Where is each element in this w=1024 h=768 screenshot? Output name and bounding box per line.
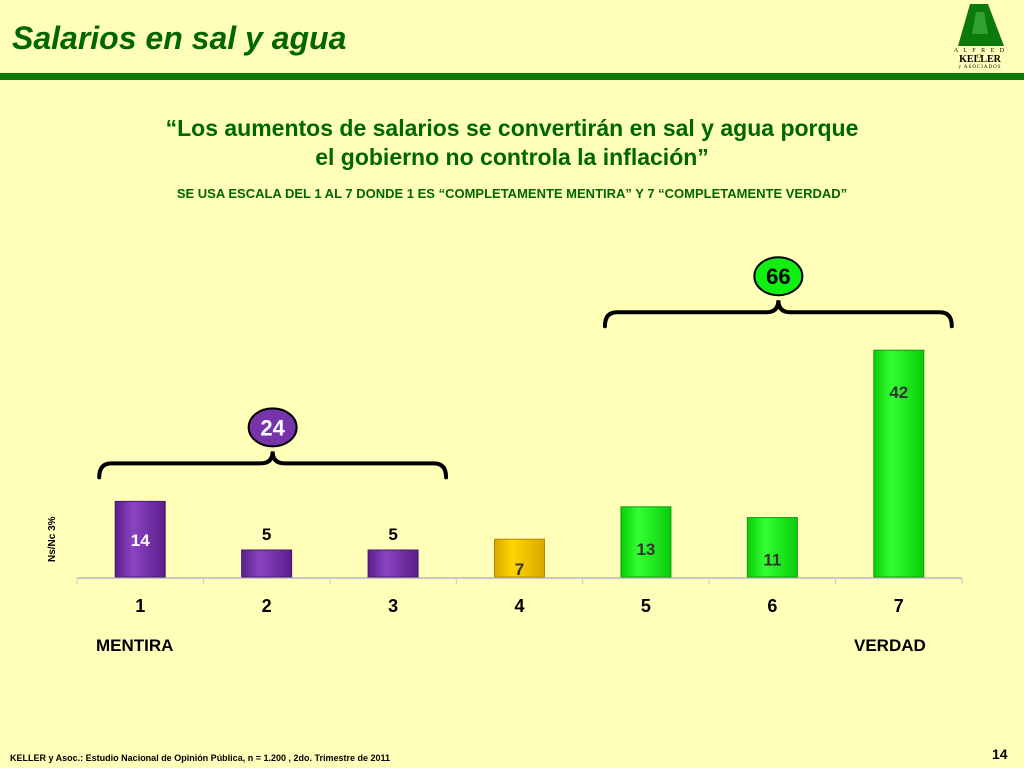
category-label: 4 [514,596,524,616]
page-number: 14 [992,746,1008,762]
category-label: 5 [641,596,651,616]
group-total-label: 66 [766,264,790,289]
bar-value-label: 7 [515,560,524,579]
category-label: 6 [767,596,777,616]
bar-chart: 14 1 5 2 5 3 7 4 13 5 11 6 42 7 24 66 [76,256,963,616]
keller-logo: A L F R E D O KELLER y ASOCIADOS [950,4,1010,70]
quote-line-1: “Los aumentos de salarios se convertirán… [165,115,859,141]
scale-note: SE USA ESCALA DEL 1 AL 7 DONDE 1 ES “COM… [176,186,848,201]
category-label: 7 [894,596,904,616]
category-label: 1 [135,596,145,616]
bar-6 [746,517,798,578]
group-brace [602,300,954,329]
logo-top-text: A L F R E D O [953,48,1007,60]
category-label: 2 [262,596,272,616]
slide-title: Salarios en sal y agua [12,20,347,56]
keller-logo-icon [958,4,1004,46]
quote: “Los aumentos de salarios se convertirán… [0,114,1024,172]
group-total-badge [247,407,298,448]
mentira-label: MENTIRA [96,636,174,655]
bar-5 [620,506,672,578]
bar-7 [873,349,925,578]
quote-line-2: el gobierno no controla la inflación” [315,144,709,170]
header-rule [0,73,1024,80]
ns-nc-label: Ns/Nc 3% [47,516,58,562]
footer-source: KELLER y Asoc.: Estudio Nacional de Opin… [10,753,391,763]
group-total-badge [753,256,804,297]
bar-1 [114,500,166,578]
verdad-label: VERDAD [854,636,926,655]
bar-4 [494,538,545,578]
bar-value-label: 42 [889,383,908,402]
logo-main-text: KELLER [959,54,1001,65]
bar-2 [241,549,293,578]
group-brace [97,451,449,480]
bar-value-label: 13 [636,540,655,559]
category-label: 3 [388,596,398,616]
bar-value-label: 14 [131,531,150,550]
bar-value-label: 5 [262,525,271,544]
bar-value-label: 11 [763,551,781,570]
logo-bottom-text: y ASOCIADOS [958,65,1002,70]
bar-value-label: 5 [388,525,397,544]
group-total-label: 24 [260,415,285,440]
bar-3 [367,549,419,578]
